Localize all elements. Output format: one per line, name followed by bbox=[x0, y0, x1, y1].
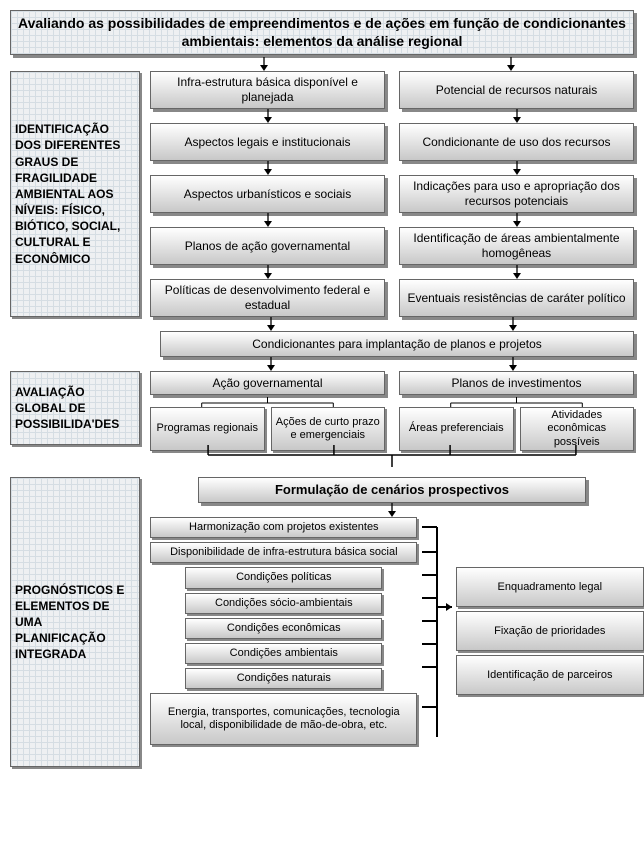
merge-connector bbox=[150, 445, 634, 473]
harmon-7: Energia, transportes, comunicações, tecn… bbox=[150, 693, 417, 745]
side-label-2: AVALIAÇÃO GLOBAL DE POSSIBILIDA'DES bbox=[10, 371, 140, 445]
right-list: Enquadramento legal Fixação de prioridad… bbox=[456, 517, 634, 745]
right-0: Enquadramento legal bbox=[456, 567, 644, 607]
arrow-down-icon bbox=[266, 317, 276, 331]
box-a0: Infra-estrutura básica disponível e plan… bbox=[150, 71, 385, 109]
harmon-1: Disponibilidade de infra-estrutura básic… bbox=[150, 542, 417, 563]
box-a2: Aspectos urbanísticos e sociais bbox=[150, 175, 385, 213]
inv-box: Planos de investimentos bbox=[399, 371, 634, 395]
title-text: Avaliando as possibilidades de empreendi… bbox=[17, 15, 627, 50]
title-box: Avaliando as possibilidades de empreendi… bbox=[10, 10, 634, 55]
arrow-down-icon bbox=[387, 503, 397, 517]
harmon-4: Condições econômicas bbox=[185, 618, 382, 639]
arrow-down-icon bbox=[263, 213, 273, 227]
box-a3: Planos de ação governamental bbox=[150, 227, 385, 265]
arrow-down-icon bbox=[266, 357, 276, 371]
right-2: Identificação de parceiros bbox=[456, 655, 644, 695]
harmon-0: Harmonização com projetos existentes bbox=[150, 517, 417, 538]
arrow-down-icon bbox=[512, 109, 522, 123]
condicionantes-box: Condicionantes para implantação de plano… bbox=[160, 331, 634, 357]
box-b4: Eventuais resistências de caráter políti… bbox=[399, 279, 634, 317]
formulacao-box: Formulação de cenários prospectivos bbox=[198, 477, 585, 503]
arrow-down-icon bbox=[263, 109, 273, 123]
box-b0: Potencial de recursos naturais bbox=[399, 71, 634, 109]
arrow-down-icon bbox=[508, 317, 518, 331]
harmon-list: Harmonização com projetos existentes Dis… bbox=[150, 517, 418, 745]
box-b2: Indicações para uso e apropriação dos re… bbox=[399, 175, 634, 213]
arrow-down-icon bbox=[263, 265, 273, 279]
side-label-1-text: IDENTIFICAÇÃO DOS DIFERENTES GRAUS DE FR… bbox=[15, 121, 135, 267]
right-1: Fixação de prioridades bbox=[456, 611, 644, 651]
arrow-down-icon bbox=[512, 265, 522, 279]
side-label-3-text: PROGNÓSTICOS E ELEMENTOS DE UMA PLANIFIC… bbox=[15, 582, 135, 663]
inv-group: Planos de investimentos Áreas preferenci… bbox=[399, 371, 634, 445]
harmon-5: Condições ambientais bbox=[185, 643, 382, 664]
harmon-3: Condições sócio-ambientais bbox=[185, 593, 382, 614]
side-label-1: IDENTIFICAÇÃO DOS DIFERENTES GRAUS DE FR… bbox=[10, 71, 140, 317]
harmon-6: Condições naturais bbox=[185, 668, 382, 689]
box-b1: Condicionante de uso dos recursos bbox=[399, 123, 634, 161]
arrow-down-icon bbox=[512, 213, 522, 227]
box-a4: Políticas de desenvolvimento federal e e… bbox=[150, 279, 385, 317]
gov-box: Ação governamental bbox=[150, 371, 385, 395]
column-b: Potencial de recursos naturais Condicion… bbox=[399, 71, 634, 317]
box-a1: Aspectos legais e institucionais bbox=[150, 123, 385, 161]
side-label-2-text: AVALIAÇÃO GLOBAL DE POSSIBILIDA'DES bbox=[15, 384, 135, 433]
arrow-down-icon bbox=[512, 161, 522, 175]
bus-connector bbox=[422, 517, 452, 745]
harmon-2: Condições políticas bbox=[185, 567, 382, 588]
column-a: Infra-estrutura básica disponível e plan… bbox=[150, 71, 385, 317]
arrow-down-icon bbox=[506, 57, 516, 71]
gov-group: Ação governamental Programas regionais A… bbox=[150, 371, 385, 445]
arrow-down-icon bbox=[508, 357, 518, 371]
arrow-down-icon bbox=[263, 161, 273, 175]
arrow-down-icon bbox=[259, 57, 269, 71]
side-label-3: PROGNÓSTICOS E ELEMENTOS DE UMA PLANIFIC… bbox=[10, 477, 140, 767]
box-b3: Identificação de áreas ambientalmente ho… bbox=[399, 227, 634, 265]
